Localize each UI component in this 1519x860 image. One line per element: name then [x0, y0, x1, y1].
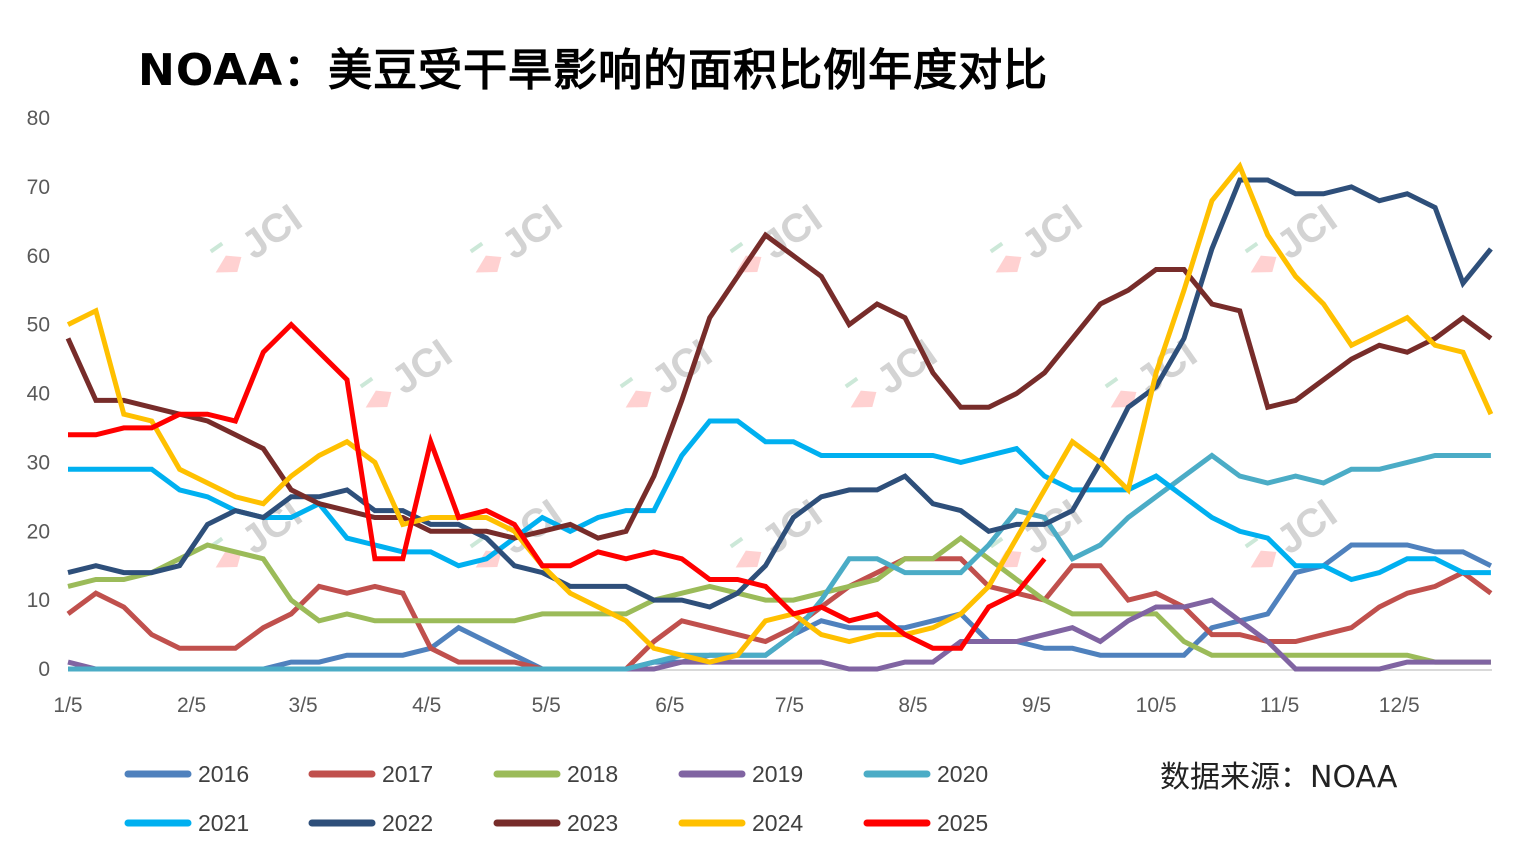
legend-item-2025: 2025 — [863, 810, 988, 836]
x-tick-label: 1/5 — [53, 694, 82, 717]
legend-item-2016: 2016 — [124, 761, 249, 787]
watermark-text: JCI — [869, 331, 945, 403]
legend-item-2018: 2018 — [493, 761, 618, 787]
watermark-logo-icon — [735, 550, 762, 568]
watermark-text: JCI — [1014, 196, 1090, 268]
watermark-logo-icon — [850, 390, 877, 408]
watermark-text: JCI — [234, 196, 310, 268]
legend-item-2021: 2021 — [124, 810, 249, 836]
y-tick-label: 30 — [27, 451, 50, 474]
y-tick-label: 70 — [27, 176, 50, 199]
series-lines — [65, 161, 1494, 672]
watermark-accent-icon — [844, 376, 859, 389]
watermark-logo-icon — [625, 390, 652, 408]
watermark-logo-icon — [215, 550, 242, 568]
y-tick-label: 80 — [27, 107, 50, 130]
legend-label: 2024 — [752, 810, 803, 836]
legend-label: 2018 — [567, 761, 618, 787]
x-axis-ticks: 1/5 2/5 3/5 4/5 5/5 6/5 7/5 8/5 9/5 10/5 11/5 12/5 — [53, 694, 1419, 717]
watermark-logo-icon — [475, 255, 502, 273]
y-tick-label: 20 — [27, 520, 50, 543]
watermark: JCI — [359, 331, 460, 408]
x-tick-label: 2/5 — [177, 694, 206, 717]
watermark-accent-icon — [469, 241, 484, 254]
watermark-logo-icon — [365, 390, 392, 408]
x-tick-label: 3/5 — [289, 694, 318, 717]
legend-label: 2025 — [937, 810, 988, 836]
watermark: JCI — [1244, 196, 1345, 273]
watermark-accent-icon — [1244, 241, 1259, 254]
legend-item-2019: 2019 — [678, 761, 803, 787]
series-line-2025 — [68, 321, 1047, 651]
x-tick-label: 4/5 — [412, 694, 441, 717]
x-tick-label: 9/5 — [1022, 694, 1051, 717]
legend-label: 2019 — [752, 761, 803, 787]
y-tick-label: 60 — [27, 245, 50, 268]
watermark-accent-icon — [359, 376, 374, 389]
legend-label: 2023 — [567, 810, 618, 836]
watermark: JCI — [619, 331, 720, 408]
x-tick-label: 12/5 — [1379, 694, 1420, 717]
x-tick-label: 7/5 — [775, 694, 804, 717]
watermark-accent-icon — [469, 536, 484, 549]
legend-label: 2021 — [198, 810, 249, 836]
legend-item-2020: 2020 — [863, 761, 988, 787]
watermark: JCI — [469, 196, 570, 273]
legend-item-2022: 2022 — [308, 810, 433, 836]
watermark-text: JCI — [644, 331, 720, 403]
watermark-accent-icon — [619, 376, 634, 389]
watermark-text: JCI — [494, 196, 570, 268]
legend-label: 2022 — [382, 810, 433, 836]
x-tick-label: 10/5 — [1136, 694, 1177, 717]
watermark-logo-icon — [1250, 255, 1277, 273]
x-tick-label: 5/5 — [532, 694, 561, 717]
watermark-accent-icon — [209, 241, 224, 254]
watermark-logo-icon — [215, 255, 242, 273]
legend-item-2024: 2024 — [678, 810, 803, 836]
watermark-accent-icon — [989, 536, 1004, 549]
watermark-accent-icon — [1104, 376, 1119, 389]
watermark: JCI — [209, 491, 310, 568]
watermark: JCI — [844, 331, 945, 408]
watermark-accent-icon — [1244, 536, 1259, 549]
x-tick-label: 6/5 — [655, 694, 684, 717]
watermark: JCI — [989, 196, 1090, 273]
watermark: JCI — [1104, 331, 1205, 408]
legend-label: 2016 — [198, 761, 249, 787]
x-tick-label: 11/5 — [1260, 694, 1299, 717]
series-line-2021 — [68, 418, 1491, 583]
watermark-text: JCI — [384, 331, 460, 403]
y-tick-label: 50 — [27, 314, 50, 337]
chart-title: NOAA：美豆受干旱影响的面积比例年度对比 — [138, 45, 1049, 96]
watermark: JCI — [209, 196, 310, 273]
series-line-2017 — [66, 556, 1493, 672]
watermark-accent-icon — [729, 536, 744, 549]
legend-item-2023: 2023 — [493, 810, 618, 836]
y-tick-label: 40 — [27, 383, 50, 406]
watermark-logo-icon — [1250, 550, 1277, 568]
legend-item-2017: 2017 — [308, 761, 433, 787]
watermark-logo-icon — [995, 255, 1022, 273]
series-line-2024 — [66, 161, 1494, 665]
legend-label: 2017 — [382, 761, 433, 787]
y-tick-label: 0 — [38, 658, 50, 681]
legend: 2016 2017 2018 2019 2020 2021 2022 2023 2024 2025 — [124, 761, 988, 836]
y-tick-label: 10 — [27, 589, 50, 612]
y-axis-ticks: 0 10 20 30 40 50 60 70 80 — [27, 107, 50, 681]
x-tick-label: 8/5 — [898, 694, 927, 717]
watermark-accent-icon — [989, 241, 1004, 254]
source-note: 数据来源：NOAA — [1160, 760, 1398, 795]
legend-label: 2020 — [937, 761, 988, 787]
watermark-accent-icon — [729, 241, 744, 254]
series-line-2020 — [68, 452, 1491, 672]
series-line-2023 — [65, 231, 1493, 541]
